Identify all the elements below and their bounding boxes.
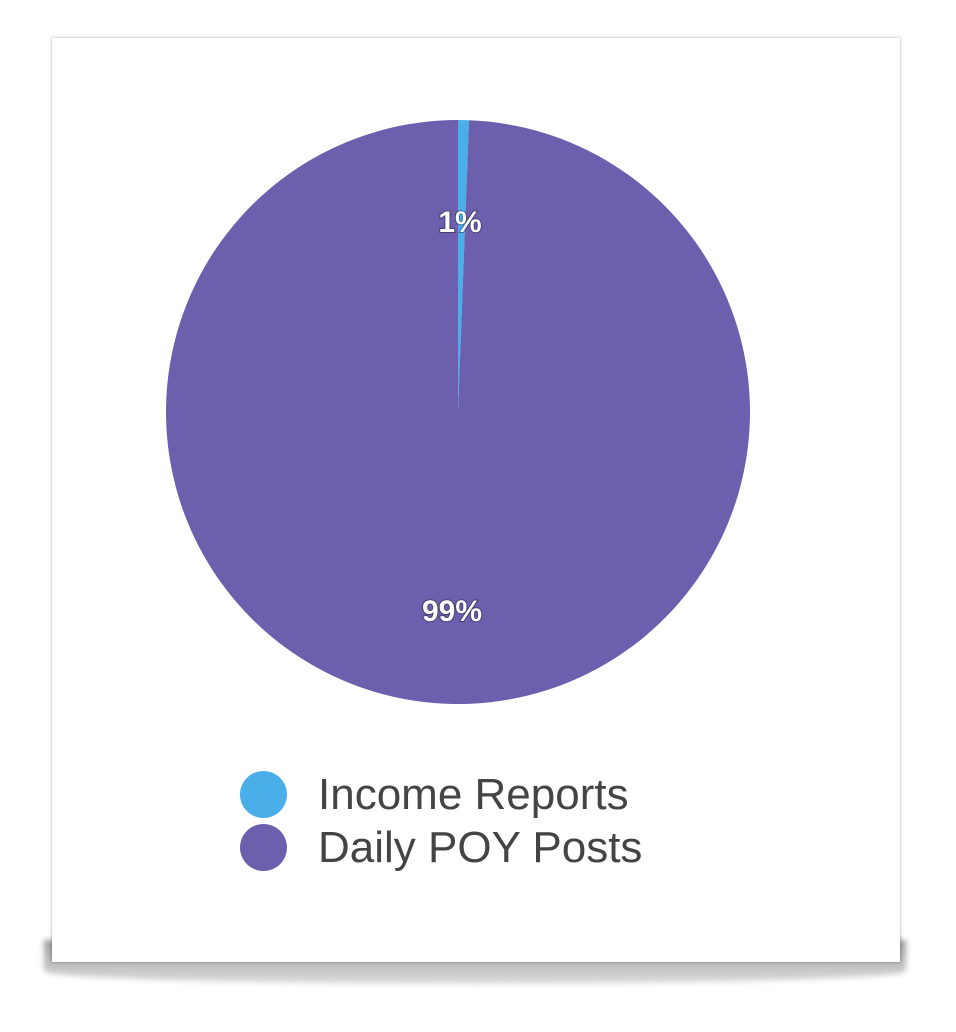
legend: Income Reports Daily POY Posts [240,768,642,874]
legend-item-income-reports: Income Reports [240,768,642,821]
slice-data-label: 99% [422,595,482,628]
legend-swatch-icon [240,824,287,871]
slice-data-label: 1% [438,206,481,239]
legend-label: Daily POY Posts [318,822,643,872]
legend-swatch-icon [240,771,287,818]
legend-item-daily-poy-posts: Daily POY Posts [240,821,642,874]
pie-slice-0 [458,120,470,412]
pie-slice-1 [165,120,750,704]
legend-label: Income Reports [318,769,629,819]
